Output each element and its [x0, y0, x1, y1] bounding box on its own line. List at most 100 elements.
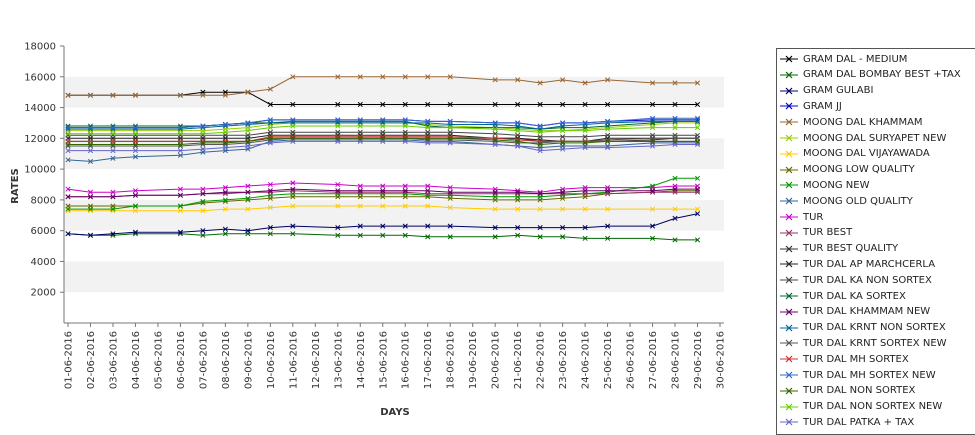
- x-tick-label: 10-06-2016: [266, 331, 277, 389]
- legend-item: GRAM DAL - MEDIUM: [777, 52, 907, 66]
- data-point: [245, 132, 251, 138]
- legend-marker-icon: [780, 102, 798, 110]
- data-point: [87, 131, 94, 137]
- data-point: [447, 205, 453, 211]
- data-point: [605, 77, 611, 83]
- data-point: [582, 188, 588, 194]
- legend-marker-icon: [780, 324, 798, 332]
- legend-label: TUR BEST: [803, 227, 853, 239]
- data-point: [672, 125, 678, 131]
- data-point: [537, 141, 543, 148]
- data-point: [402, 123, 408, 129]
- x-tick-label: 23-06-2016: [558, 331, 569, 389]
- data-point: [177, 125, 183, 131]
- x-tick-label: 07-06-2016: [198, 331, 209, 389]
- data-point: [694, 186, 701, 192]
- legend-label: TUR DAL KA SORTEX: [803, 290, 906, 302]
- data-point: [560, 134, 566, 140]
- data-point: [267, 225, 273, 231]
- data-point: [335, 138, 341, 144]
- x-tick-label: 16-06-2016: [401, 331, 412, 389]
- data-point: [492, 131, 498, 137]
- data-point: [582, 128, 588, 134]
- data-point: [245, 189, 251, 195]
- data-point: [425, 101, 431, 108]
- data-point: [537, 101, 543, 108]
- x-tick-label: 30-06-2016: [716, 331, 727, 389]
- data-point: [605, 235, 611, 241]
- data-point: [177, 148, 183, 154]
- grid-band: [64, 76, 724, 108]
- data-point: [515, 128, 521, 134]
- data-point: [290, 123, 296, 129]
- data-point: [672, 141, 678, 148]
- data-point: [222, 226, 228, 232]
- data-point: [515, 132, 521, 138]
- data-point: [290, 74, 296, 80]
- data-point: [110, 148, 116, 154]
- data-point: [402, 203, 408, 209]
- data-point: [492, 206, 498, 212]
- x-tick-label: 01-06-2016: [64, 331, 75, 389]
- data-point: [177, 208, 183, 214]
- data-point: [87, 141, 94, 148]
- x-tick-label: 27-06-2016: [648, 331, 659, 389]
- legend-label: MOONG OLD QUALITY: [803, 195, 913, 207]
- data-point: [177, 92, 183, 98]
- data-point: [537, 234, 543, 240]
- series-23: [65, 123, 701, 137]
- data-point: [200, 228, 206, 234]
- series-17: [65, 186, 701, 200]
- data-point: [65, 157, 71, 163]
- data-point: [380, 188, 386, 194]
- series-layer: [65, 74, 701, 243]
- data-point: [290, 231, 296, 237]
- data-point: [132, 192, 139, 198]
- data-point: [245, 183, 251, 189]
- y-tick-label: 12000: [24, 134, 56, 145]
- data-point: [537, 80, 543, 86]
- data-point: [537, 206, 543, 212]
- data-point: [290, 223, 296, 229]
- data-point: [560, 189, 566, 195]
- data-point: [537, 225, 543, 231]
- data-point: [335, 188, 341, 194]
- data-point: [672, 237, 678, 243]
- data-point: [110, 189, 116, 195]
- data-point: [290, 138, 296, 144]
- data-point: [177, 203, 183, 209]
- data-point: [672, 175, 678, 181]
- data-point: [649, 223, 656, 229]
- data-point: [335, 101, 341, 108]
- legend-item: TUR DAL KHAMMAM NEW: [777, 305, 930, 319]
- data-point: [267, 135, 273, 141]
- data-point: [560, 225, 566, 231]
- data-point: [380, 74, 386, 80]
- data-point: [492, 189, 498, 195]
- data-point: [515, 120, 521, 126]
- legend-item: TUR DAL KRNT NON SORTEX: [777, 321, 946, 335]
- legend-label: TUR DAL PATKA + TAX: [803, 416, 915, 428]
- legend-marker-icon: [780, 371, 798, 379]
- data-point: [425, 129, 431, 135]
- data-point: [222, 92, 228, 98]
- data-point: [65, 148, 71, 154]
- data-point: [357, 232, 363, 238]
- data-point: [649, 125, 656, 131]
- legend-marker-icon: [780, 197, 798, 205]
- legend-label: TUR DAL KA NON SORTEX: [803, 274, 932, 286]
- data-point: [402, 183, 408, 189]
- legend-label: TUR DAL KRNT NON SORTEX: [803, 322, 946, 334]
- legend-item: MOONG OLD QUALITY: [777, 194, 913, 208]
- data-point: [402, 101, 408, 108]
- data-point: [447, 129, 453, 135]
- data-point: [672, 206, 678, 212]
- legend-item: TUR DAL SAVVA + TAX: [777, 431, 916, 434]
- data-point: [425, 188, 431, 194]
- data-point: [380, 101, 386, 108]
- data-point: [132, 188, 139, 194]
- data-point: [267, 231, 273, 237]
- axes: [63, 46, 724, 324]
- legend-marker-icon: [780, 229, 798, 237]
